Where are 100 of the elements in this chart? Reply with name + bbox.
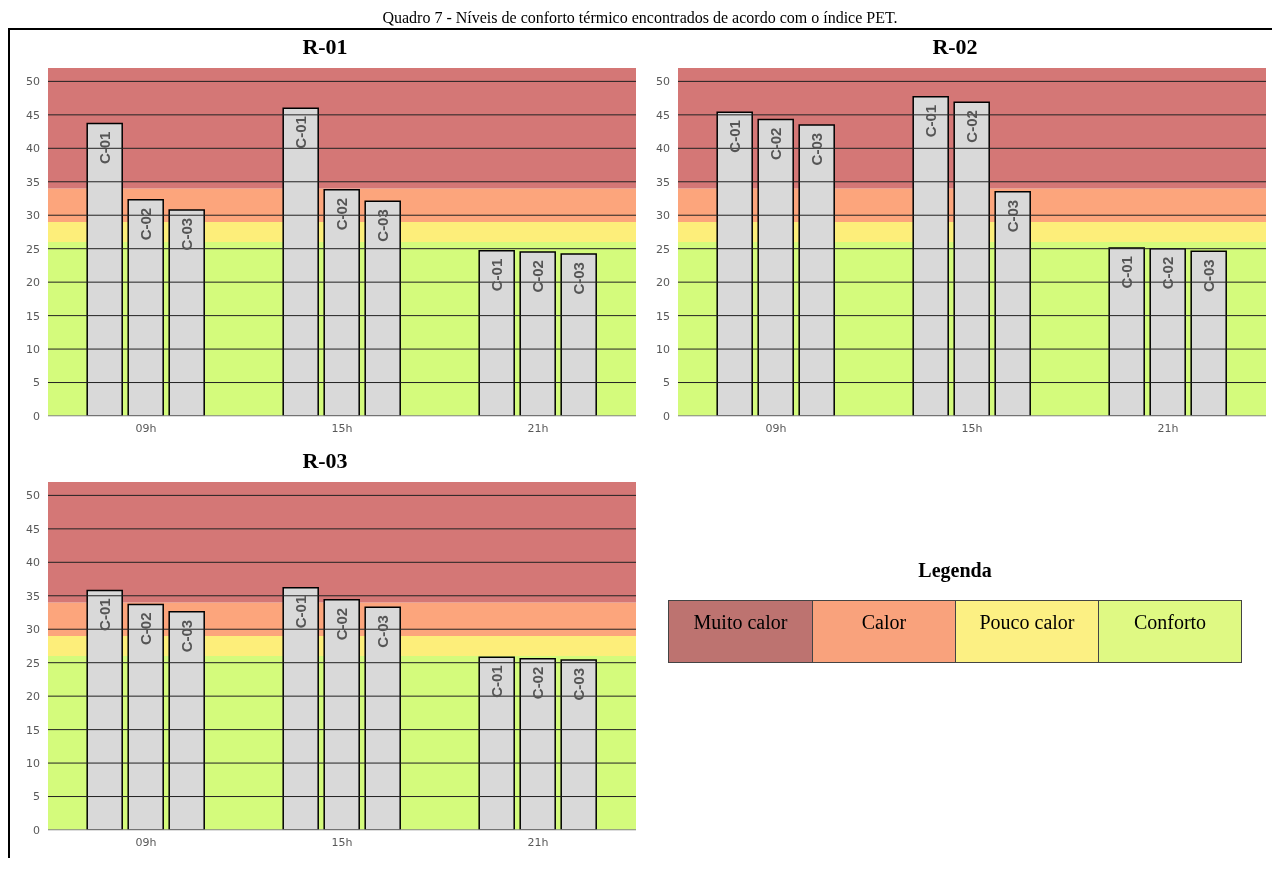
bar bbox=[127, 603, 164, 830]
y-tick-label: 30 bbox=[26, 209, 40, 223]
y-tick-label: 15 bbox=[26, 309, 40, 323]
text: C-01 bbox=[726, 120, 744, 153]
bar bbox=[323, 599, 360, 830]
text: C-02 bbox=[1159, 256, 1177, 290]
x-tick-label: 09h bbox=[765, 421, 787, 435]
x-tick-label: 21h bbox=[1157, 421, 1179, 435]
x-tick-label: 15h bbox=[331, 421, 353, 435]
chart-title: R-01 bbox=[301, 33, 349, 61]
bar bbox=[1149, 247, 1186, 416]
text: C-03 bbox=[374, 209, 392, 242]
x-tick-label: 15h bbox=[331, 835, 353, 849]
text: C-03 bbox=[1200, 259, 1218, 292]
y-tick-label: 10 bbox=[26, 342, 40, 356]
series-label: C-02 bbox=[767, 127, 785, 161]
y-tick-label: 30 bbox=[26, 623, 40, 637]
text: C-03 bbox=[1004, 199, 1022, 233]
text: Quadro 7 - Níveis de conforto térmico encontrados de acordo com o índice PET. bbox=[381, 8, 899, 28]
series-label: C-03 bbox=[808, 132, 826, 166]
text: C-01 bbox=[488, 665, 506, 698]
series-label: C-02 bbox=[137, 612, 155, 645]
y-tick-label: 25 bbox=[656, 242, 670, 256]
y-tick-label: 25 bbox=[26, 242, 40, 256]
series-label: C-02 bbox=[137, 207, 155, 241]
bar bbox=[127, 199, 164, 416]
chart-title: R-03 bbox=[301, 447, 349, 475]
series-label: C-01 bbox=[96, 598, 114, 631]
bar bbox=[994, 191, 1031, 416]
bar bbox=[1190, 250, 1227, 416]
y-tick-label: 10 bbox=[26, 756, 40, 770]
y-tick-label: 40 bbox=[26, 556, 40, 570]
category-label: Conforto bbox=[1098, 601, 1241, 662]
bar bbox=[168, 209, 205, 416]
bar bbox=[282, 107, 319, 416]
y-tick-label: 0 bbox=[33, 409, 40, 423]
y-tick-label: 0 bbox=[663, 409, 670, 423]
series-label: C-01 bbox=[292, 116, 310, 149]
bar bbox=[798, 124, 835, 416]
y-tick-label: 20 bbox=[26, 276, 40, 290]
bar bbox=[282, 586, 319, 830]
y-tick-label: 45 bbox=[26, 108, 40, 122]
series-label: C-03 bbox=[178, 619, 196, 653]
y-tick-label: 5 bbox=[33, 376, 40, 390]
series-label: C-03 bbox=[178, 217, 196, 251]
bar bbox=[757, 118, 794, 416]
text: C-02 bbox=[333, 197, 351, 231]
bar bbox=[519, 657, 556, 830]
y-tick-label: 40 bbox=[26, 142, 40, 156]
x-tick-label: 09h bbox=[135, 835, 157, 849]
text: C-01 bbox=[922, 104, 940, 138]
y-tick-label: 35 bbox=[26, 589, 40, 603]
bar bbox=[168, 611, 205, 830]
bar bbox=[560, 253, 597, 416]
text: C-01 bbox=[96, 131, 114, 165]
y-tick-label: 5 bbox=[663, 376, 670, 390]
text: C-03 bbox=[570, 262, 588, 295]
category-label: Muito calor bbox=[669, 601, 812, 662]
chart-title: R-02 bbox=[931, 33, 979, 61]
y-tick-label: 25 bbox=[26, 656, 40, 670]
y-tick-label: 40 bbox=[656, 142, 670, 156]
text: C-02 bbox=[963, 110, 981, 143]
text: C-02 bbox=[333, 607, 351, 641]
bar bbox=[912, 96, 949, 416]
bar bbox=[716, 111, 753, 416]
y-tick-label: 15 bbox=[656, 309, 670, 323]
y-tick-label: 35 bbox=[656, 175, 670, 189]
y-tick-label: 35 bbox=[26, 175, 40, 189]
bar bbox=[953, 101, 990, 416]
y-tick-label: 5 bbox=[33, 790, 40, 804]
y-tick-label: 20 bbox=[656, 276, 670, 290]
y-tick-label: 50 bbox=[26, 489, 40, 503]
bar bbox=[364, 606, 401, 830]
bar bbox=[1108, 247, 1145, 416]
y-tick-label: 20 bbox=[26, 690, 40, 704]
series-label: C-01 bbox=[1118, 256, 1136, 289]
bar bbox=[323, 189, 360, 416]
x-tick-label: 09h bbox=[135, 421, 157, 435]
x-tick-label: 15h bbox=[961, 421, 983, 435]
y-tick-label: 30 bbox=[656, 209, 670, 223]
text: C-01 bbox=[292, 595, 310, 629]
text: C-02 bbox=[529, 260, 547, 293]
category-label: Pouco calor bbox=[955, 601, 1098, 662]
bar bbox=[86, 122, 123, 416]
text: Legenda bbox=[918, 559, 992, 582]
x-tick-label: 21h bbox=[527, 421, 549, 435]
y-tick-label: 15 bbox=[26, 723, 40, 737]
bar bbox=[519, 251, 556, 416]
bar bbox=[364, 200, 401, 416]
text: C-03 bbox=[570, 668, 588, 701]
text: C-02 bbox=[529, 666, 547, 700]
text: C-01 bbox=[488, 258, 506, 292]
y-tick-label: 0 bbox=[33, 823, 40, 837]
y-tick-label: 10 bbox=[656, 342, 670, 356]
bar bbox=[478, 656, 515, 830]
bar bbox=[560, 659, 597, 830]
y-tick-label: 45 bbox=[26, 522, 40, 536]
y-tick-label: 50 bbox=[656, 75, 670, 89]
y-tick-label: 45 bbox=[656, 108, 670, 122]
y-tick-label: 50 bbox=[26, 75, 40, 89]
